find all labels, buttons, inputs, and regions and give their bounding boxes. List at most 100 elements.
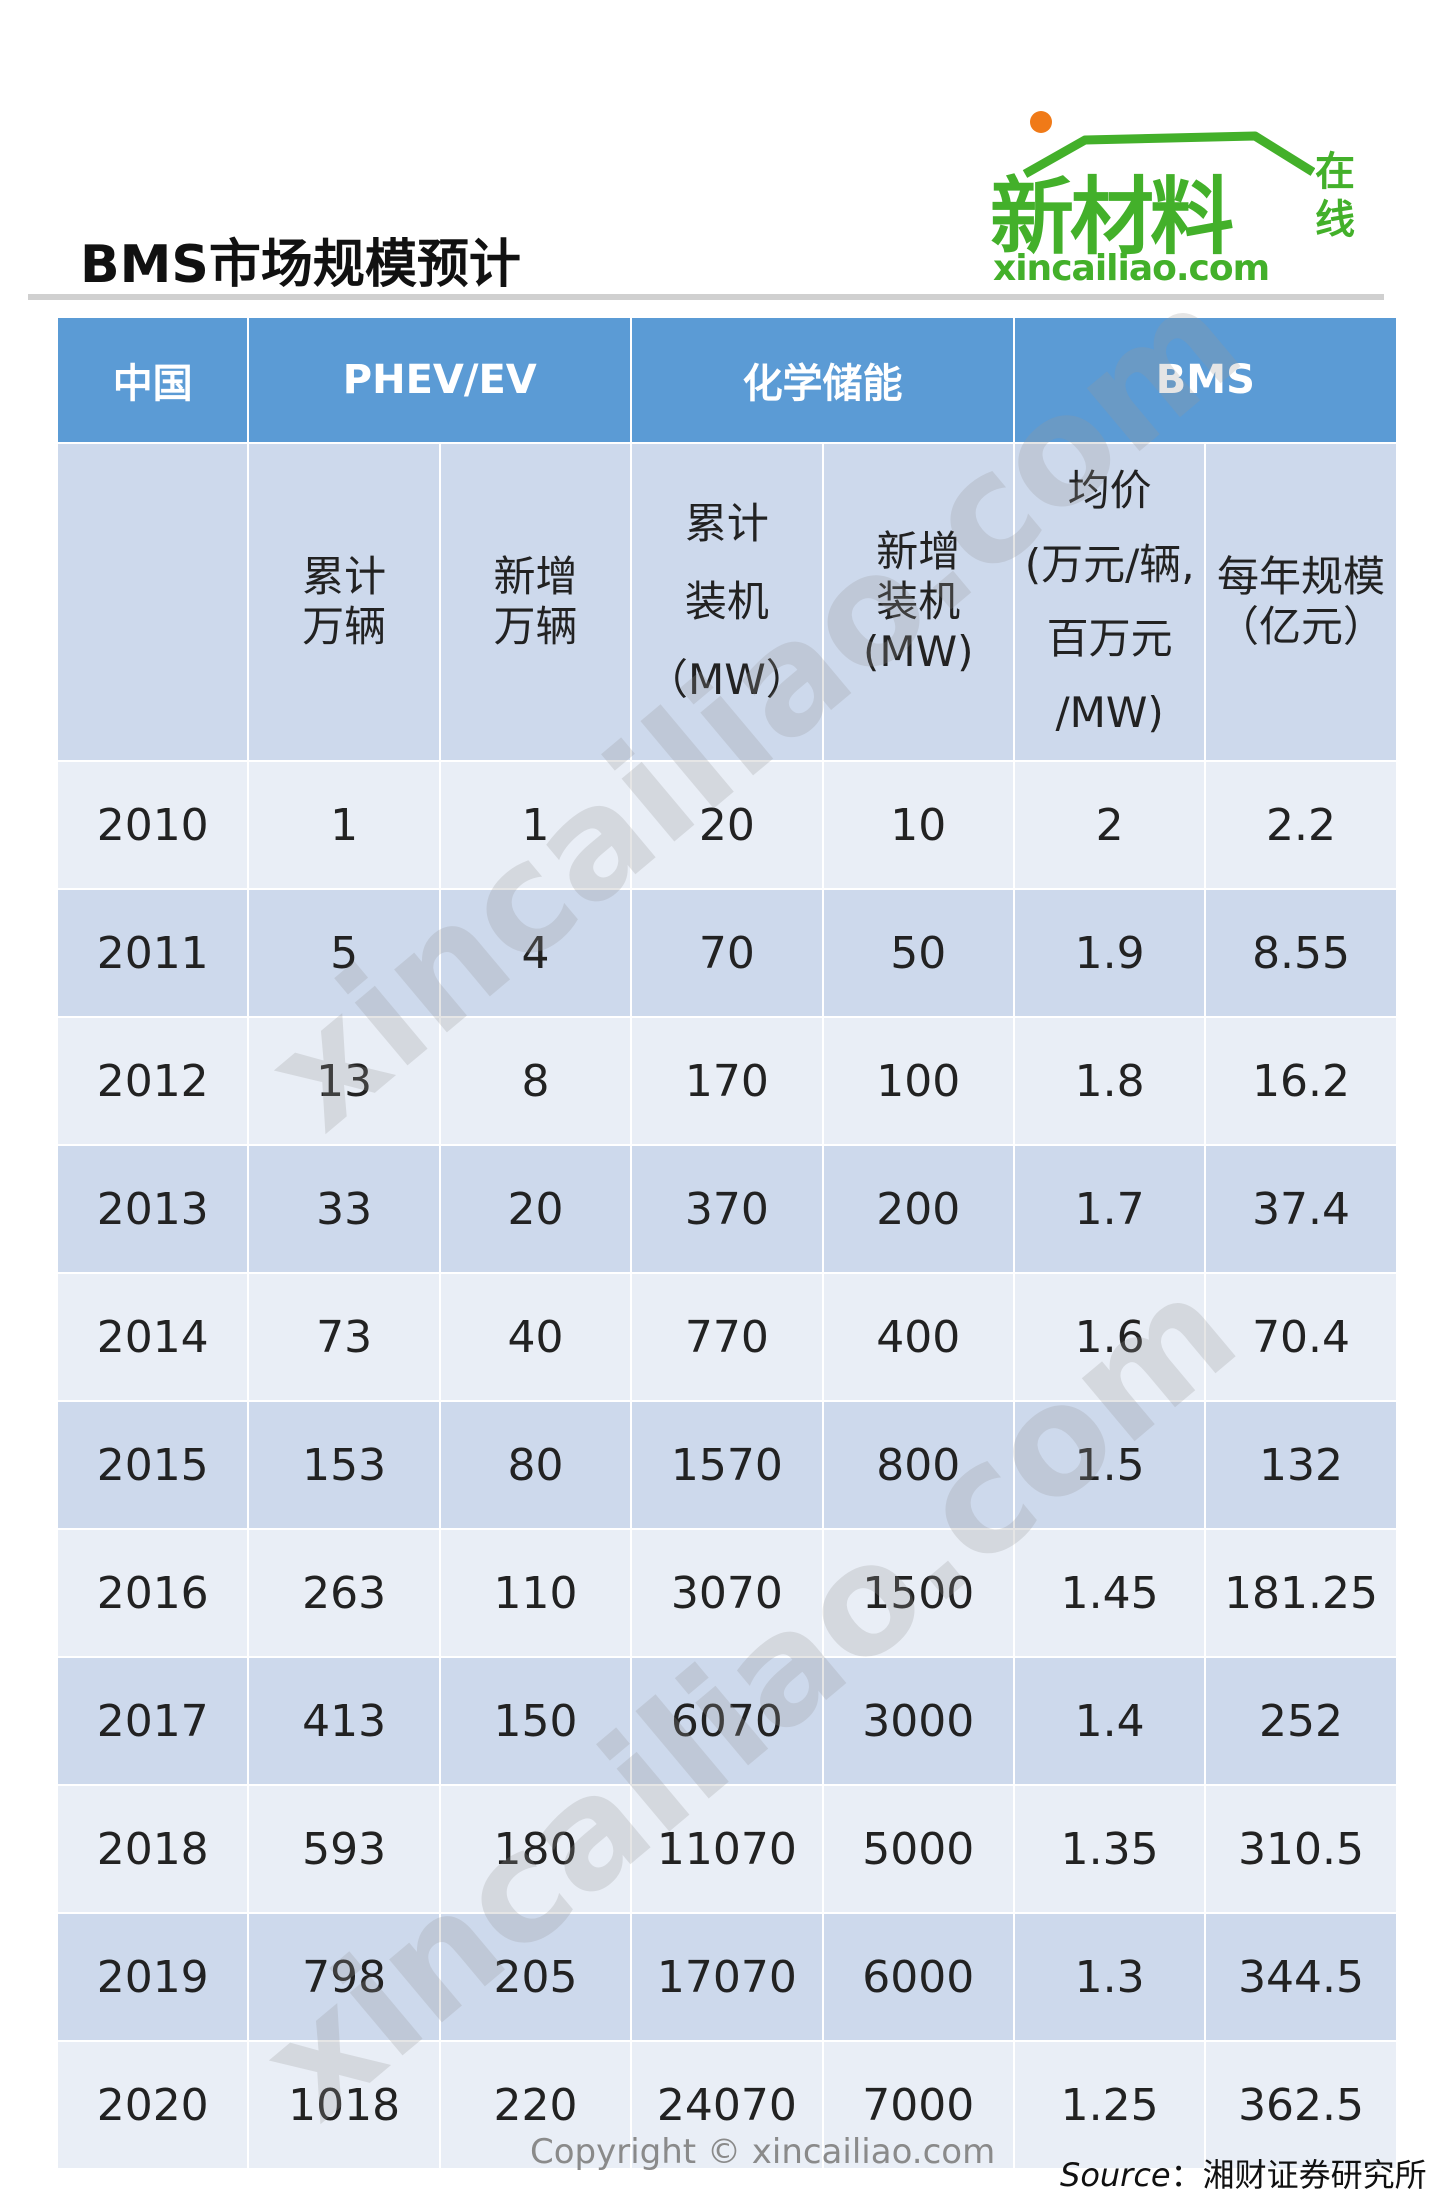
value-cell: 7000: [821, 2040, 1015, 2170]
table-header-row: 中国 PHEV/EV 化学储能 BMS: [55, 316, 1398, 444]
value-cell: 20: [630, 760, 824, 890]
value-cell: 10: [821, 760, 1015, 890]
value-cell: 6000: [821, 1912, 1015, 2042]
year-cell: 2016: [55, 1528, 250, 1658]
value-cell: 170: [630, 1016, 824, 1146]
bms-market-table: 中国 PHEV/EV 化学储能 BMS 累计 万辆 新增 万辆 累计 装机 （M…: [55, 316, 1398, 2170]
value-cell: 263: [247, 1528, 441, 1658]
source-label: Source: [1060, 2156, 1171, 2194]
value-cell: 4: [438, 888, 633, 1018]
value-cell: 17070: [630, 1912, 824, 2042]
value-cell: 8.55: [1204, 888, 1398, 1018]
value-cell: 5000: [821, 1784, 1015, 1914]
value-cell: 2.2: [1204, 760, 1398, 890]
value-cell: 153: [247, 1400, 441, 1530]
value-cell: 200: [821, 1144, 1015, 1274]
value-cell: 400: [821, 1272, 1015, 1402]
table-row: 2019 798 205 17070 6000 1.3 344.5: [55, 1912, 1398, 2042]
value-cell: 770: [630, 1272, 824, 1402]
value-cell: 1.45: [1012, 1528, 1207, 1658]
table-subheader-row: 累计 万辆 新增 万辆 累计 装机 （MW） 新增 装机 (MW) 均价 (万元…: [55, 442, 1398, 762]
value-cell: 180: [438, 1784, 633, 1914]
table-row: 2016 263 110 3070 1500 1.45 181.25: [55, 1528, 1398, 1658]
subheader-cell: [55, 442, 250, 762]
brand-logo: 新材料 在线 xincailiao.com: [985, 108, 1375, 289]
value-cell: 344.5: [1204, 1912, 1398, 2042]
value-cell: 220: [438, 2040, 633, 2170]
value-cell: 16.2: [1204, 1016, 1398, 1146]
value-cell: 13: [247, 1016, 441, 1146]
value-cell: 1: [247, 760, 441, 890]
value-cell: 33: [247, 1144, 441, 1274]
value-cell: 40: [438, 1272, 633, 1402]
value-cell: 24070: [630, 2040, 824, 2170]
logo-url: xincailiao.com: [993, 248, 1270, 289]
table-row: 2014 73 40 770 400 1.6 70.4: [55, 1272, 1398, 1402]
value-cell: 3000: [821, 1656, 1015, 1786]
value-cell: 370: [630, 1144, 824, 1274]
house-roof-icon: [1022, 131, 1315, 178]
value-cell: 181.25: [1204, 1528, 1398, 1658]
value-cell: 798: [247, 1912, 441, 2042]
value-cell: 1.8: [1012, 1016, 1207, 1146]
table-row: 2018 593 180 11070 5000 1.35 310.5: [55, 1784, 1398, 1914]
value-cell: 1500: [821, 1528, 1015, 1658]
year-cell: 2011: [55, 888, 250, 1018]
year-cell: 2015: [55, 1400, 250, 1530]
value-cell: 8: [438, 1016, 633, 1146]
logo-dot-icon: [1030, 111, 1052, 133]
value-cell: 37.4: [1204, 1144, 1398, 1274]
logo-side-text: 在线: [1315, 149, 1355, 243]
table-row: 2013 33 20 370 200 1.7 37.4: [55, 1144, 1398, 1274]
value-cell: 1.4: [1012, 1656, 1207, 1786]
value-cell: 3070: [630, 1528, 824, 1658]
value-cell: 413: [247, 1656, 441, 1786]
title-divider: [28, 294, 1384, 300]
value-cell: 73: [247, 1272, 441, 1402]
value-cell: 1.35: [1012, 1784, 1207, 1914]
value-cell: 2: [1012, 760, 1207, 890]
subheader-cell: 每年规模 （亿元）: [1204, 442, 1398, 762]
value-cell: 1.7: [1012, 1144, 1207, 1274]
value-cell: 1570: [630, 1400, 824, 1530]
value-cell: 50: [821, 888, 1015, 1018]
value-cell: 1.25: [1012, 2040, 1207, 2170]
table-row: 2020 1018 220 24070 7000 1.25 362.5: [55, 2040, 1398, 2170]
value-cell: 6070: [630, 1656, 824, 1786]
subheader-cell: 累计 装机 （MW）: [630, 442, 824, 762]
header-phev-ev: PHEV/EV: [247, 316, 633, 444]
year-cell: 2019: [55, 1912, 250, 2042]
value-cell: 252: [1204, 1656, 1398, 1786]
source-note: Source：湘财证券研究所: [1060, 2150, 1427, 2196]
value-cell: 800: [821, 1400, 1015, 1530]
value-cell: 150: [438, 1656, 633, 1786]
value-cell: 593: [247, 1784, 441, 1914]
year-cell: 2014: [55, 1272, 250, 1402]
year-cell: 2017: [55, 1656, 250, 1786]
value-cell: 11070: [630, 1784, 824, 1914]
source-text: ：湘财证券研究所: [1170, 2156, 1427, 2194]
value-cell: 70.4: [1204, 1272, 1398, 1402]
value-cell: 110: [438, 1528, 633, 1658]
value-cell: 70: [630, 888, 824, 1018]
page-title: BMS市场规模预计: [80, 235, 521, 295]
value-cell: 80: [438, 1400, 633, 1530]
table-row: 2012 13 8 170 100 1.8 16.2: [55, 1016, 1398, 1146]
subheader-cell: 新增 万辆: [438, 442, 633, 762]
value-cell: 5: [247, 888, 441, 1018]
year-cell: 2010: [55, 760, 250, 890]
year-cell: 2018: [55, 1784, 250, 1914]
value-cell: 132: [1204, 1400, 1398, 1530]
value-cell: 100: [821, 1016, 1015, 1146]
year-cell: 2012: [55, 1016, 250, 1146]
value-cell: 1.6: [1012, 1272, 1207, 1402]
value-cell: 310.5: [1204, 1784, 1398, 1914]
value-cell: 20: [438, 1144, 633, 1274]
copyright-text: Copyright © xincailiao.com: [530, 2132, 996, 2172]
header-chemical-storage: 化学储能: [630, 316, 1015, 444]
subheader-cell: 均价 (万元/辆, 百万元 /MW): [1012, 442, 1207, 762]
header-bms: BMS: [1012, 316, 1398, 444]
logo-text: 新材料: [990, 168, 1234, 266]
table-row: 2011 5 4 70 50 1.9 8.55: [55, 888, 1398, 1018]
table-row: 2010 1 1 20 10 2 2.2: [55, 760, 1398, 890]
